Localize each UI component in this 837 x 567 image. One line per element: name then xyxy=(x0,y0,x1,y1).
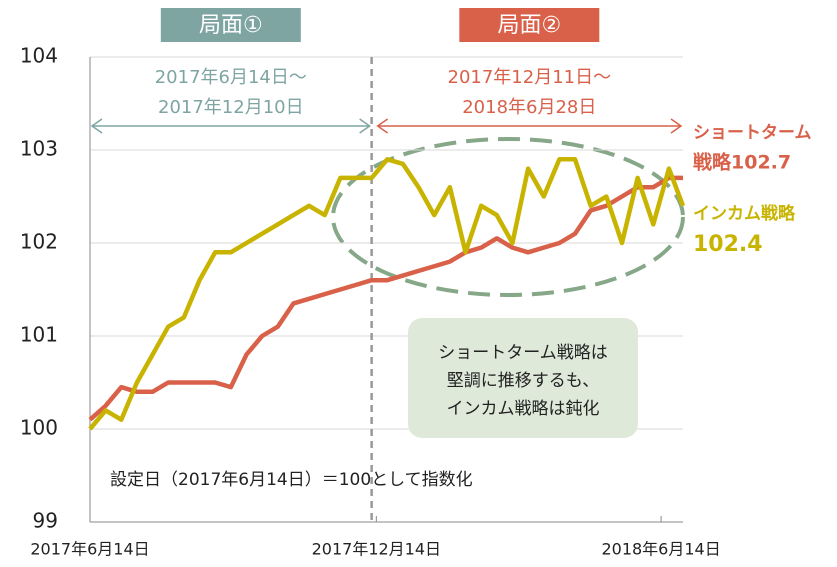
y-tick-label: 103 xyxy=(20,137,58,161)
note-box xyxy=(408,318,638,438)
note-text: ショートターム戦略は xyxy=(438,343,608,363)
phase-badge xyxy=(160,8,301,42)
y-tick-label: 100 xyxy=(20,416,58,440)
phase-label: 局面① xyxy=(199,13,263,38)
phase-range: 2018年6月28日 xyxy=(462,97,596,118)
note-text: インカム戦略は鈍化 xyxy=(447,399,600,419)
y-tick-label: 104 xyxy=(20,44,58,68)
y-tick-label: 99 xyxy=(33,509,58,533)
end-label: インカム戦略 xyxy=(693,203,796,224)
arrow-head xyxy=(90,118,103,134)
series-line xyxy=(88,175,683,422)
y-tick-label: 101 xyxy=(20,323,58,347)
footnote: 設定日（2017年6月14日）＝100として指数化 xyxy=(110,470,473,490)
end-label: ショートターム xyxy=(693,123,812,143)
phase-range: 2017年12月10日 xyxy=(158,97,304,118)
end-label: 102.4 xyxy=(693,232,763,257)
end-label: 戦略102.7 xyxy=(693,151,791,174)
arrow-head xyxy=(376,118,389,134)
x-tick-label: 2018年6月14日 xyxy=(601,540,720,559)
phase-badge xyxy=(459,8,600,42)
y-tick-label: 102 xyxy=(20,230,58,254)
x-tick-label: 2017年6月14日 xyxy=(30,540,149,559)
phase-range: 2017年12月11日～ xyxy=(448,67,612,88)
arrow-head xyxy=(670,118,683,134)
highlight-ellipse xyxy=(331,137,685,297)
arrow-head xyxy=(359,118,371,134)
phase-label: 局面② xyxy=(497,13,561,38)
series-line xyxy=(88,157,686,431)
note-text: 堅調に推移するも、 xyxy=(447,371,600,391)
x-tick-label: 2017年12月14日 xyxy=(312,540,441,559)
phase-range: 2017年6月14日～ xyxy=(155,67,307,88)
